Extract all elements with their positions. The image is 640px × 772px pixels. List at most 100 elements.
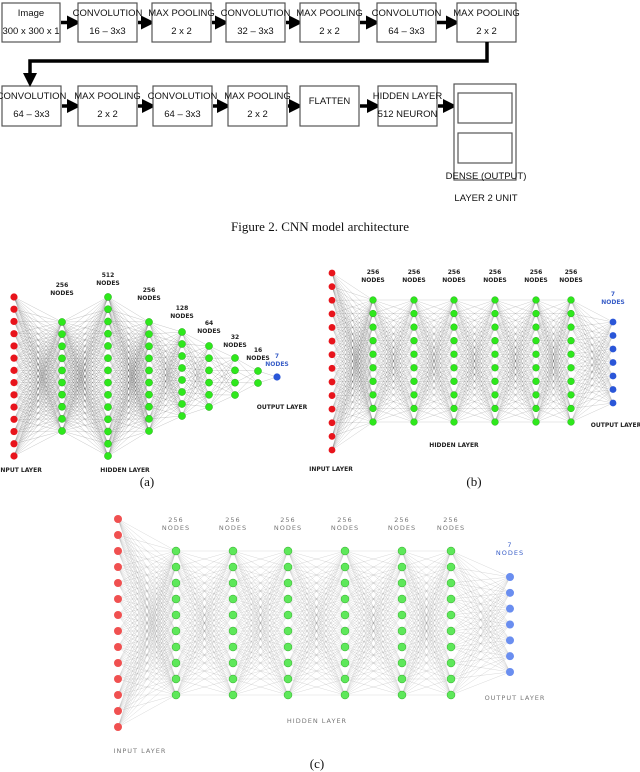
node-count-label: 7 — [611, 291, 615, 298]
cnn-architecture-diagram: Image 300 x 300 x 1 CONVOLUTION 16 – 3x3 MAX… — [0, 2, 527, 204]
hidden-node — [231, 391, 239, 399]
hidden-node — [532, 337, 540, 345]
node-count-label: 256 — [565, 269, 578, 276]
connections — [331, 272, 614, 451]
hidden-node — [491, 296, 499, 304]
hidden-node — [410, 296, 418, 304]
layer-params: 64 – 3x3 — [13, 109, 49, 120]
connection-lines — [453, 299, 496, 423]
box-outline — [227, 85, 288, 127]
node-count-label: 256 — [337, 516, 352, 524]
input-node — [328, 446, 336, 454]
hidden-node — [283, 546, 293, 556]
hidden-node — [104, 329, 112, 338]
layer-params: 2 x 2 — [247, 109, 268, 120]
node-count-label: 32 — [231, 334, 239, 341]
input-node — [328, 419, 336, 427]
box-outline — [299, 85, 360, 127]
nodes-label: NODES — [496, 549, 524, 557]
node-count-label: 256 — [530, 269, 543, 276]
hidden-node — [58, 402, 66, 411]
input-node — [10, 452, 18, 460]
layer-params: 2 x 2 — [319, 26, 340, 37]
hidden-node — [369, 350, 377, 358]
hidden-node — [446, 642, 456, 652]
hidden-node — [446, 594, 456, 604]
nodes-label: NODES — [170, 313, 194, 320]
input-node — [114, 547, 122, 555]
node-count-label: 256 — [448, 269, 461, 276]
hidden-node — [283, 562, 293, 572]
hidden-node — [58, 427, 66, 435]
hidden-node — [340, 658, 350, 668]
hidden-node — [340, 578, 350, 588]
hidden-node — [104, 378, 112, 387]
layer-params: 64 – 3x3 — [164, 109, 200, 120]
input-node — [10, 317, 18, 326]
hidden-node — [446, 578, 456, 588]
hidden-node — [58, 354, 66, 363]
box-outline — [376, 2, 437, 43]
hidden-node — [104, 317, 112, 326]
hidden-node — [532, 418, 540, 426]
hidden-node — [104, 391, 112, 399]
layer-params: 2 x 2 — [171, 26, 192, 37]
hidden-node — [369, 337, 377, 345]
output-node — [609, 359, 617, 366]
input-node — [328, 364, 336, 372]
layer-box: HIDDEN LAYER 512 NEURON — [373, 85, 442, 127]
hidden-node — [397, 626, 407, 636]
input-node — [114, 723, 122, 731]
hidden-node — [254, 367, 262, 375]
figure-2-caption: Figure 2. CNN model architecture — [231, 219, 409, 234]
hidden-node — [340, 690, 350, 700]
dense-label: DENSE (OUTPUT) — [446, 171, 527, 182]
hidden-node — [178, 400, 186, 408]
output-layer-label: OUTPUT LAYER — [591, 422, 640, 429]
hidden-node — [397, 674, 407, 684]
output-node — [609, 399, 617, 407]
nodes-label: NODES — [162, 524, 190, 532]
hidden-node — [178, 388, 186, 396]
hidden-layer-label: HIDDEN LAYER — [287, 717, 347, 725]
hidden-node — [104, 403, 112, 411]
connection-lines — [232, 550, 289, 696]
hidden-node — [397, 610, 407, 620]
hidden-node — [369, 296, 377, 304]
output-layer-label: OUTPUT LAYER — [485, 694, 546, 702]
hidden-node — [532, 377, 540, 385]
connection-lines — [450, 550, 511, 696]
input-node — [10, 305, 18, 313]
hidden-node — [567, 418, 575, 426]
nodes-label: NODES — [601, 299, 625, 306]
layer-box: MAX POOLING 2 x 2 — [224, 85, 291, 127]
nodes-label: NODES — [197, 328, 221, 335]
input-node — [10, 440, 18, 448]
hidden-node — [205, 378, 213, 387]
hidden-node — [446, 658, 456, 668]
hidden-node — [567, 391, 575, 399]
hidden-node — [397, 690, 407, 700]
hidden-node — [491, 309, 499, 318]
input-node — [10, 342, 18, 350]
hidden-node — [171, 674, 181, 684]
hidden-node — [567, 296, 575, 304]
hidden-node — [491, 364, 499, 372]
input-layer — [328, 269, 336, 454]
box-outline — [377, 85, 438, 127]
hidden-node — [450, 377, 458, 385]
hidden-node — [104, 366, 112, 375]
nodes-label: NODES — [483, 277, 507, 284]
input-node — [328, 269, 336, 277]
nodes-label: NODES — [361, 277, 385, 284]
node-count-label: 16 — [254, 347, 262, 354]
hidden-node — [283, 674, 293, 684]
hidden-node — [104, 452, 112, 460]
hidden-node — [178, 340, 186, 348]
nodes-label: NODES — [559, 277, 583, 284]
layer-type: MAX POOLING — [74, 91, 141, 102]
box-outline — [151, 2, 212, 43]
